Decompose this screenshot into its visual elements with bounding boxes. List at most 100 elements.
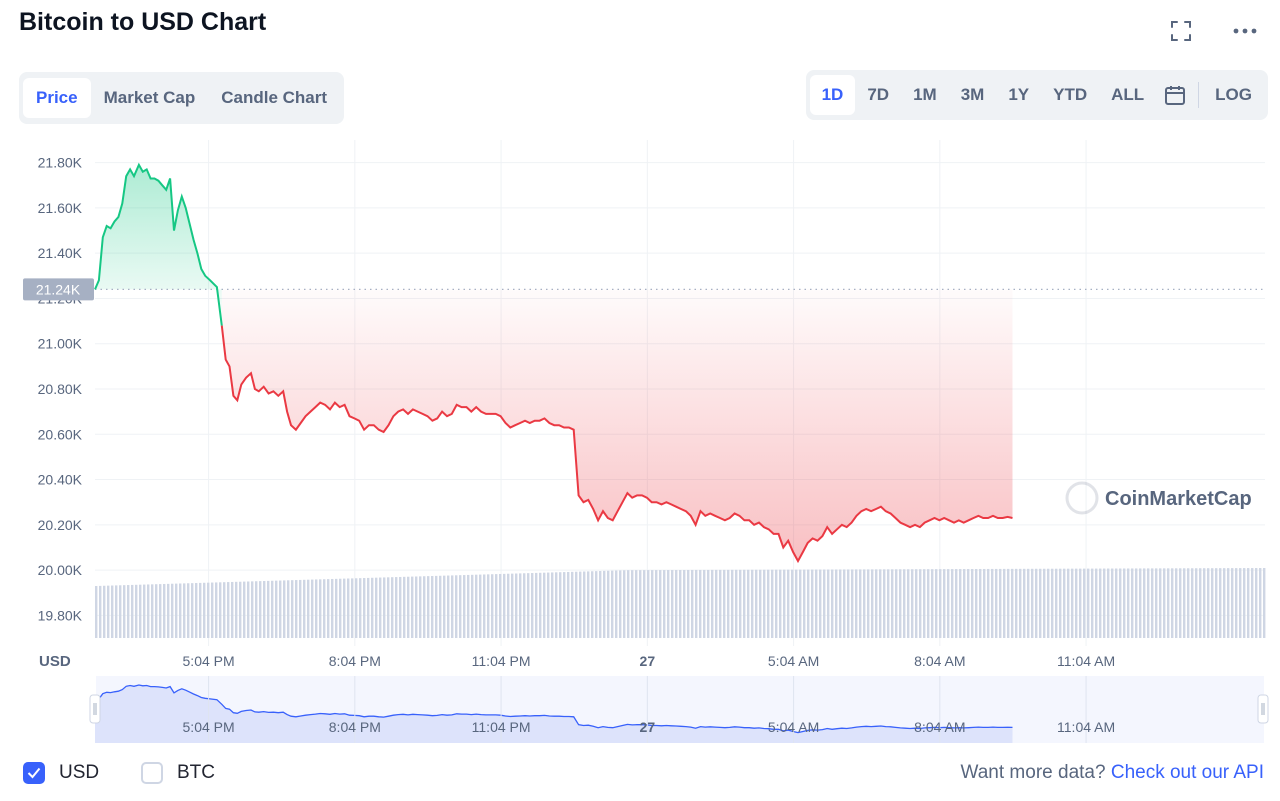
price-line-up — [94, 162, 223, 326]
volume-bar — [199, 582, 202, 638]
x-tick-label: 27 — [640, 653, 656, 669]
usd-checkbox[interactable]: USD — [23, 762, 99, 784]
y-tick-label: 21.60K — [38, 200, 83, 216]
volume-bar — [1191, 568, 1194, 638]
volume-bar — [591, 571, 594, 638]
volume-bar — [1207, 568, 1210, 638]
volume-bar — [755, 569, 758, 638]
volume-bar — [963, 569, 966, 638]
volume-bar — [975, 568, 978, 638]
navigator-tick-label: 11:04 AM — [1057, 719, 1115, 735]
volume-bar — [695, 569, 698, 638]
volume-bar — [455, 575, 458, 638]
volume-bar — [307, 579, 310, 638]
volume-bar — [475, 574, 478, 638]
y-tick-label: 21.00K — [38, 336, 83, 352]
volume-bar — [391, 577, 394, 638]
volume-bar — [699, 569, 702, 638]
navigator-handle-left[interactable] — [89, 694, 101, 724]
volume-bar — [123, 585, 126, 638]
volume-bar — [1215, 568, 1218, 638]
navigator-tick-label: 27 — [640, 719, 656, 735]
volume-bar — [511, 573, 514, 638]
calendar-icon[interactable] — [1156, 75, 1194, 115]
volume-bar — [1071, 568, 1074, 638]
volume-bar — [1171, 568, 1174, 638]
volume-bar — [875, 569, 878, 638]
volume-bar — [363, 578, 366, 638]
volume-bar — [635, 570, 638, 638]
volume-bar — [1047, 568, 1050, 638]
volume-bar — [743, 569, 746, 638]
coinmarketcap-logo-icon — [1065, 481, 1099, 515]
volume-bar — [803, 569, 806, 638]
range-1y[interactable]: 1Y — [1008, 85, 1030, 104]
volume-bar — [1059, 568, 1062, 638]
tab-market-cap[interactable]: Market Cap — [103, 88, 196, 107]
volume-bar — [1163, 568, 1166, 638]
volume-bar — [843, 569, 846, 638]
usd-check-box[interactable] — [23, 762, 45, 784]
volume-bar — [135, 584, 138, 638]
volume-bar — [1127, 568, 1130, 638]
volume-bar — [1131, 568, 1134, 638]
tab-candle-chart[interactable]: Candle Chart — [221, 88, 328, 107]
range-7d[interactable]: 7D — [867, 85, 890, 104]
navigator-handle-right[interactable] — [1257, 694, 1269, 724]
volume-bar — [119, 585, 122, 638]
range-ytd[interactable]: YTD — [1053, 85, 1088, 104]
volume-bar — [959, 569, 962, 638]
volume-bar — [1187, 568, 1190, 638]
volume-bar — [1035, 568, 1038, 638]
volume-bar — [1027, 568, 1030, 638]
volume-bar — [1203, 568, 1206, 638]
volume-bar — [519, 573, 522, 638]
volume-bar — [847, 569, 850, 638]
volume-bar — [647, 570, 650, 638]
volume-bar — [435, 575, 438, 638]
volume-bar — [1135, 568, 1138, 638]
volume-bar — [291, 580, 294, 638]
volume-bar — [271, 580, 274, 638]
volume-bar — [1091, 568, 1094, 638]
volume-bar — [175, 583, 178, 638]
usd-label: USD — [59, 762, 100, 783]
volume-bar — [207, 582, 210, 638]
fullscreen-icon[interactable] — [1166, 16, 1196, 46]
volume-bar — [1223, 568, 1226, 638]
header-actions — [1166, 16, 1260, 46]
volume-bar — [139, 584, 142, 638]
watermark-text: CoinMarketCap — [1105, 488, 1252, 510]
volume-bar — [731, 569, 734, 638]
volume-bar — [615, 570, 618, 638]
range-1d[interactable]: 1D — [809, 75, 856, 115]
price-area-down — [221, 289, 1013, 561]
api-link[interactable]: Check out our API — [1110, 762, 1264, 783]
range-all[interactable]: ALL — [1111, 85, 1145, 104]
volume-bar — [327, 579, 330, 638]
volume-bar — [471, 574, 474, 638]
volume-bar — [1107, 568, 1110, 638]
volume-bar — [871, 569, 874, 638]
volume-bar — [1255, 568, 1258, 638]
volume-bar — [643, 570, 646, 638]
reference-price-tag — [23, 278, 94, 301]
volume-bar — [1015, 568, 1018, 638]
tab-price[interactable]: Price — [23, 78, 91, 118]
volume-bar — [839, 569, 842, 638]
volume-bar — [831, 569, 834, 638]
volume-bar — [611, 570, 614, 638]
log-toggle[interactable]: LOG — [1215, 85, 1252, 104]
more-icon[interactable] — [1230, 16, 1260, 46]
volume-bar — [539, 572, 542, 638]
y-tick-label: 20.60K — [38, 426, 83, 442]
volume-bar — [851, 569, 854, 638]
volume-bar — [1111, 568, 1114, 638]
btc-checkbox[interactable]: BTC — [141, 762, 215, 784]
btc-check-box[interactable] — [141, 762, 163, 784]
range-3m[interactable]: 3M — [960, 85, 985, 104]
range-1m[interactable]: 1M — [913, 85, 937, 104]
y-unit-label: USD — [39, 653, 71, 670]
volume-bar — [399, 576, 402, 638]
navigator-tick-label: 8:04 PM — [329, 719, 381, 735]
